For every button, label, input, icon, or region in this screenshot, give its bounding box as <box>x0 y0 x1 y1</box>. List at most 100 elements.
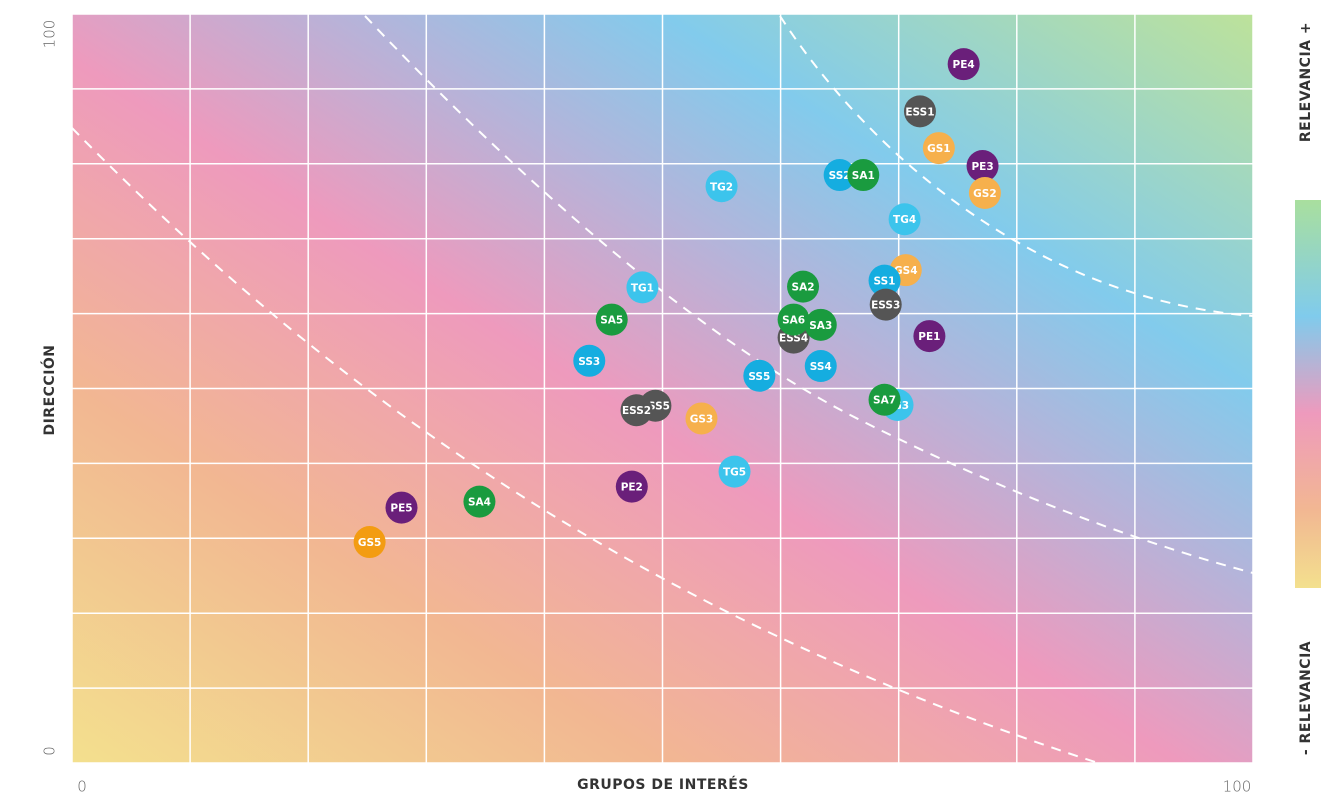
point-marker <box>353 526 386 559</box>
point-label: SS1 <box>874 276 896 288</box>
point-label: ESS4 <box>779 333 808 345</box>
point-marker <box>903 95 936 128</box>
scale-top-label: RELEVANCIA + <box>1298 22 1314 142</box>
point-label: PE4 <box>953 59 975 71</box>
y-axis-title: DIRECCIÓN <box>40 344 58 435</box>
y-tick-label: 0 <box>41 746 59 756</box>
point: SA2 <box>787 270 820 303</box>
point-label: ESS1 <box>905 106 934 118</box>
point: SA6 <box>777 303 810 336</box>
point-label: SA6 <box>782 315 805 327</box>
point: ESS2 <box>620 394 653 427</box>
point: PE5 <box>385 491 418 524</box>
point: TG1 <box>626 271 659 304</box>
point-marker <box>966 150 999 183</box>
point-label: GS1 <box>927 143 951 155</box>
point-marker <box>888 203 921 236</box>
point: SS3 <box>573 344 606 377</box>
point-label: SA7 <box>873 395 896 407</box>
point-marker <box>868 383 901 416</box>
curve-low <box>71 127 1096 763</box>
point: SS5 <box>743 359 776 392</box>
relevance-scale <box>1295 200 1321 588</box>
point-label: TG5 <box>723 467 746 479</box>
x-axis-title: GRUPOS DE INTERÉS <box>577 776 749 793</box>
y-tick-label: 100 <box>41 20 59 49</box>
point: SA7 <box>868 383 901 416</box>
point-marker <box>823 159 856 192</box>
point-marker <box>705 170 738 203</box>
point-marker <box>787 270 820 303</box>
point-label: PE2 <box>621 482 643 494</box>
point-marker <box>777 303 810 336</box>
point: TG2 <box>705 170 738 203</box>
curve-mid <box>364 15 1254 574</box>
point: GS5 <box>353 526 386 559</box>
point-label: GS5 <box>358 537 382 549</box>
point-marker <box>847 159 880 192</box>
x-tick-label: 0 <box>77 778 87 795</box>
point-marker <box>922 132 955 165</box>
point-label: GS3 <box>690 413 714 425</box>
point-marker <box>804 308 837 341</box>
point-label: SS3 <box>578 356 600 368</box>
point-label: SA5 <box>600 315 623 327</box>
point-marker <box>620 394 653 427</box>
point-label: ESS3 <box>871 300 900 312</box>
point: PE4 <box>947 48 980 81</box>
point-marker <box>626 271 659 304</box>
point: PE3 <box>966 150 999 183</box>
point-label: TG1 <box>631 282 654 294</box>
point-marker <box>804 350 837 383</box>
point: TG4 <box>888 203 921 236</box>
point-marker <box>463 485 496 518</box>
point-label: SS5 <box>748 371 770 383</box>
point: SA4 <box>463 485 496 518</box>
point-marker <box>595 303 628 336</box>
point: SA5 <box>595 303 628 336</box>
point-marker <box>573 344 606 377</box>
point: SS2 <box>823 159 856 192</box>
point: SS1 <box>868 264 901 297</box>
point-label: SS2 <box>829 170 851 182</box>
point-label: TG4 <box>893 214 916 226</box>
point: SA3 <box>804 308 837 341</box>
point-label: PE3 <box>971 161 993 173</box>
x-tick-label: 100 <box>1223 778 1252 795</box>
point-marker <box>968 177 1001 210</box>
point-marker <box>869 288 902 321</box>
point-marker <box>947 48 980 81</box>
point-marker <box>685 402 718 435</box>
point-label: SA1 <box>852 170 875 182</box>
point: GS1 <box>922 132 955 165</box>
point: SS4 <box>804 350 837 383</box>
point: TG5 <box>718 455 751 488</box>
point-marker <box>868 264 901 297</box>
point-marker <box>385 491 418 524</box>
point-marker <box>913 320 946 353</box>
point-label: SA3 <box>809 320 832 332</box>
point-label: GS2 <box>973 188 997 200</box>
point-label: SA4 <box>468 497 491 509</box>
point-label: TG2 <box>710 181 733 193</box>
point-label: PE5 <box>390 503 412 515</box>
point-label: SS4 <box>810 361 832 373</box>
point-marker <box>615 470 648 503</box>
point: PE2 <box>615 470 648 503</box>
point-marker <box>718 455 751 488</box>
relevance-curves <box>71 15 1254 763</box>
point-marker <box>743 359 776 392</box>
point: GS2 <box>968 177 1001 210</box>
point-label: PE1 <box>918 331 940 343</box>
point: SA1 <box>847 159 880 192</box>
point-label: ESS2 <box>622 405 651 417</box>
point: GS3 <box>685 402 718 435</box>
point-label: SA2 <box>792 282 815 294</box>
point: ESS3 <box>869 288 902 321</box>
point-label: GS4 <box>894 265 918 277</box>
curve-high <box>779 15 1254 317</box>
point: PE1 <box>913 320 946 353</box>
point: ESS1 <box>903 95 936 128</box>
